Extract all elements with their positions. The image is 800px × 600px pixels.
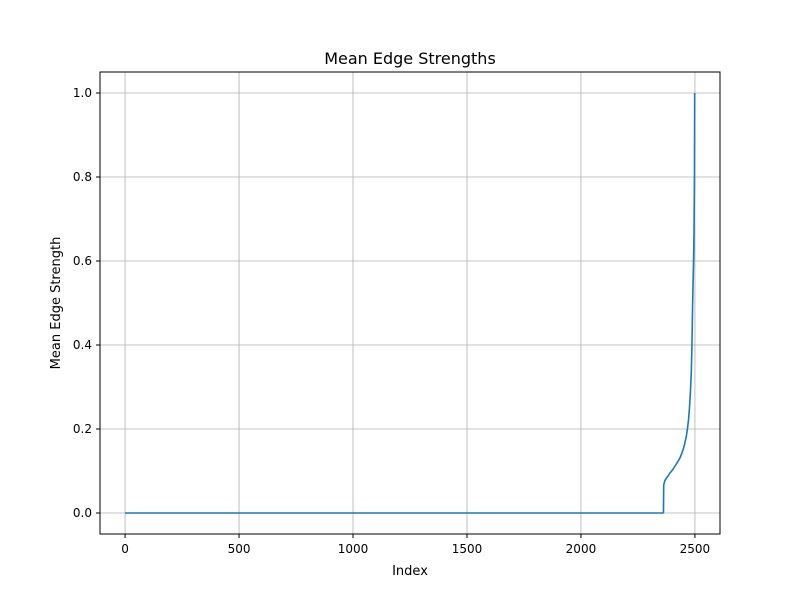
chart-title: Mean Edge Strengths bbox=[324, 49, 496, 68]
y-gridlines bbox=[100, 92, 720, 514]
x-axis-label: Index bbox=[392, 564, 428, 579]
plot-frame bbox=[99, 71, 721, 535]
y-tick-label: 0.2 bbox=[73, 422, 92, 436]
x-axis-ticks: 0 500 1000 1500 2000 2500 bbox=[121, 534, 710, 556]
x-tick-label: 1500 bbox=[452, 542, 483, 556]
y-tick-label: 0.8 bbox=[73, 170, 92, 184]
y-tick-label: 0.4 bbox=[73, 338, 92, 352]
y-tick-label: 0.0 bbox=[73, 506, 92, 520]
y-tick-label: 0.6 bbox=[73, 254, 92, 268]
x-tick-label: 500 bbox=[228, 542, 251, 556]
x-tick-label: 2500 bbox=[680, 542, 711, 556]
x-tick-label: 2000 bbox=[566, 542, 597, 556]
y-tick-label: 1.0 bbox=[73, 86, 92, 100]
series-line bbox=[125, 92, 696, 514]
y-axis-label: Mean Edge Strength bbox=[49, 237, 64, 370]
x-gridlines bbox=[124, 72, 696, 534]
x-tick-label: 0 bbox=[121, 542, 129, 556]
y-axis-ticks: 0.0 0.2 0.4 0.6 0.8 1.0 bbox=[73, 86, 100, 520]
x-tick-label: 1000 bbox=[338, 542, 369, 556]
